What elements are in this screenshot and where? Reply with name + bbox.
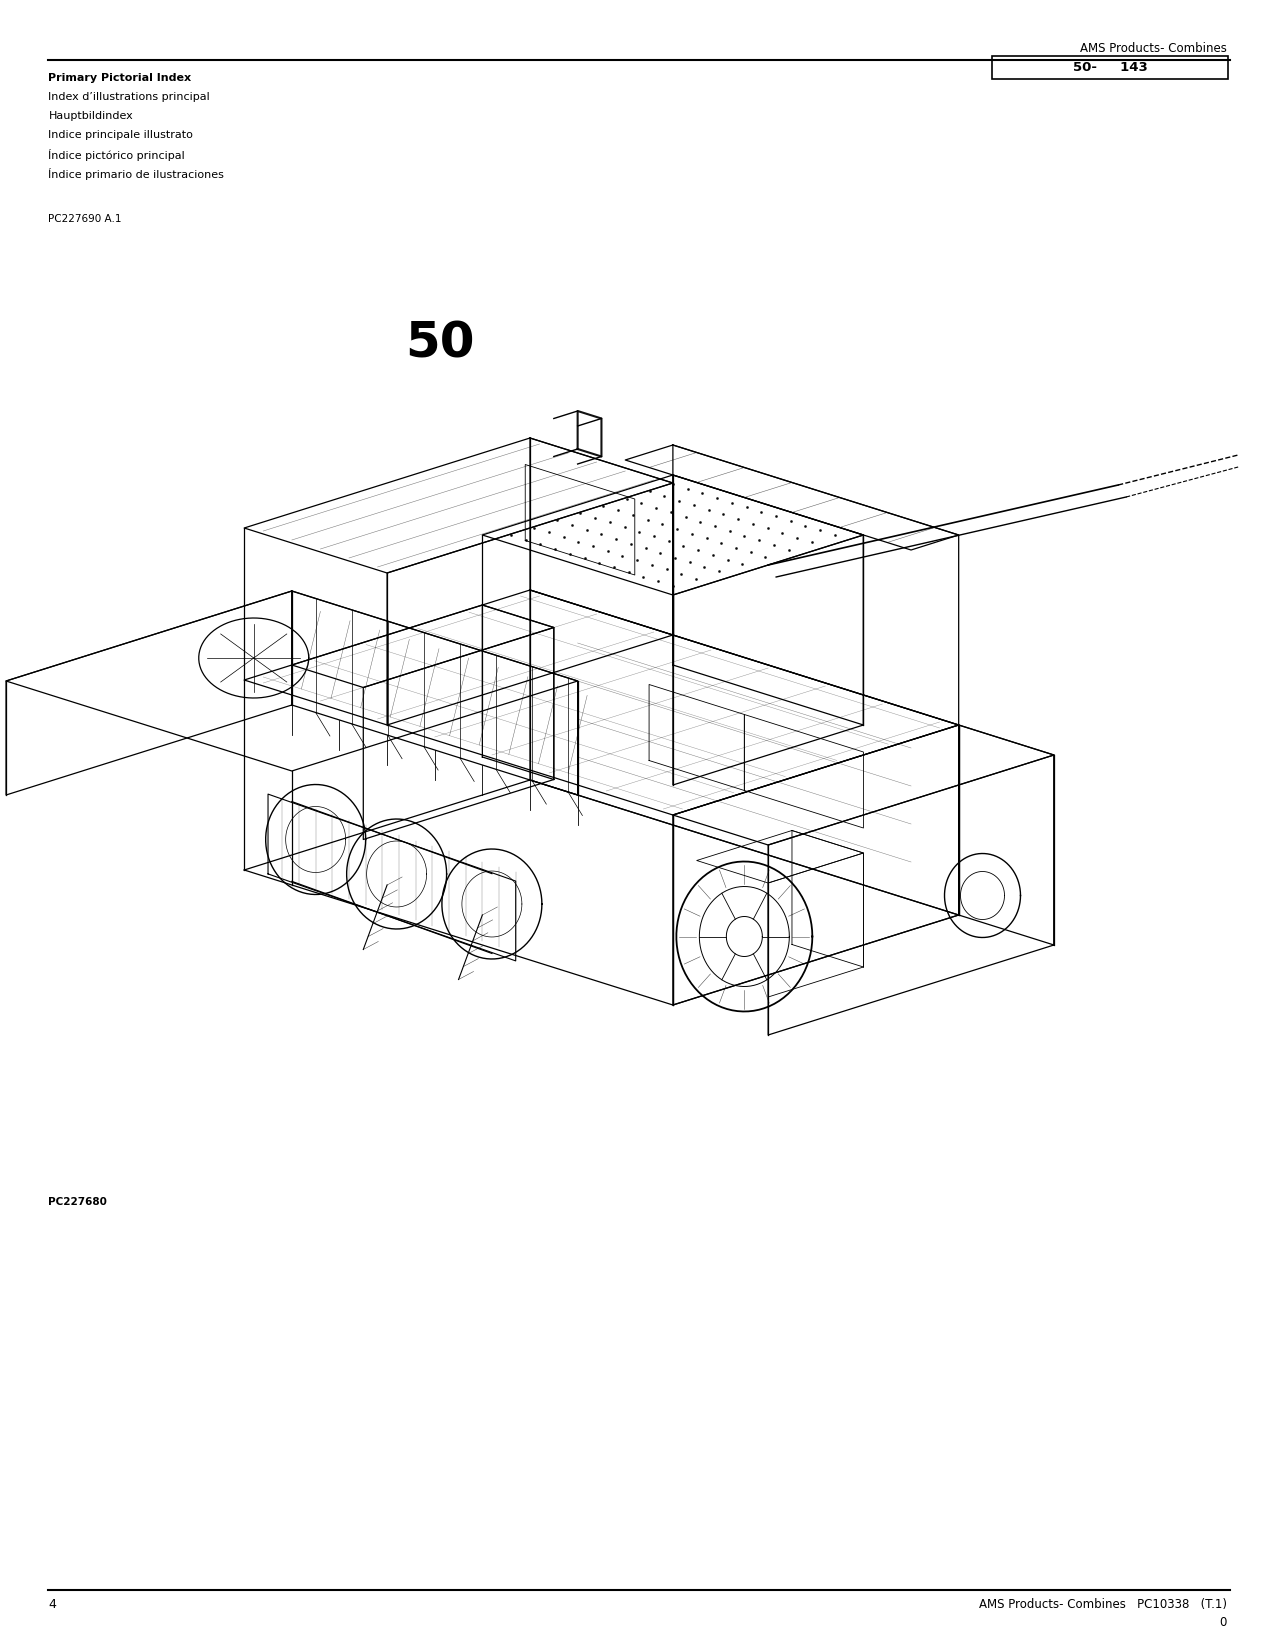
Text: AMS Products- Combines   PC10338   (T.1): AMS Products- Combines PC10338 (T.1) — [978, 1597, 1227, 1610]
Text: Hauptbildindex: Hauptbildindex — [48, 112, 133, 122]
Text: 0: 0 — [1219, 1615, 1227, 1629]
Text: Indice principale illustrato: Indice principale illustrato — [48, 130, 194, 140]
Text: PC227690 A.1: PC227690 A.1 — [48, 214, 122, 224]
Text: 50-     143: 50- 143 — [1072, 61, 1148, 74]
Text: Index d’illustrations principal: Index d’illustrations principal — [48, 92, 210, 102]
Text: Primary Pictorial Index: Primary Pictorial Index — [48, 73, 191, 84]
Bar — [992, 56, 1228, 79]
Text: PC227680: PC227680 — [48, 1196, 107, 1208]
Text: Índice pictórico principal: Índice pictórico principal — [48, 150, 185, 162]
Text: 50: 50 — [405, 318, 474, 368]
Text: 4: 4 — [48, 1597, 56, 1610]
Text: AMS Products- Combines: AMS Products- Combines — [1080, 43, 1227, 54]
Text: Índice primario de ilustraciones: Índice primario de ilustraciones — [48, 168, 224, 180]
